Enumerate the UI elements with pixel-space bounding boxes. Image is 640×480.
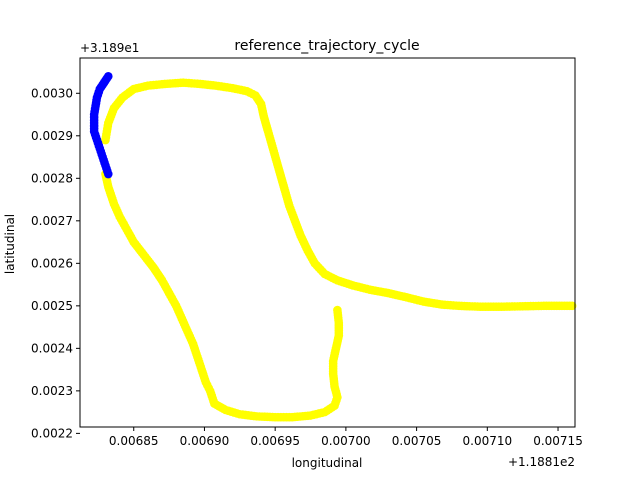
x-axis-label: longitudinal [292, 456, 363, 470]
x-tick-label: 0.00685 [109, 434, 159, 448]
y-axis-label: latitudinal [3, 214, 17, 274]
plot-area [89, 71, 577, 422]
series-1-point [567, 301, 577, 311]
y-tick-label: 0.0022 [31, 426, 73, 440]
x-offset-label: +1.1881e2 [508, 455, 575, 469]
chart-title: reference_trajectory_cycle [234, 38, 419, 54]
y-tick-label: 0.0026 [31, 256, 73, 270]
y-tick-label: 0.0030 [31, 86, 73, 100]
y-tick-label: 0.0029 [31, 129, 73, 143]
x-tick-label: 0.00695 [250, 434, 300, 448]
x-tick-label: 0.00700 [321, 434, 371, 448]
y-tick-label: 0.0028 [31, 171, 73, 185]
x-tick-label: 0.00715 [533, 434, 583, 448]
series-2-point [103, 71, 113, 81]
y-tick-label: 0.0023 [31, 384, 73, 398]
x-tick-label: 0.00690 [180, 434, 230, 448]
x-tick-label: 0.00705 [392, 434, 442, 448]
x-tick-label: 0.00710 [463, 434, 513, 448]
axes-frame [79, 57, 576, 428]
y-tick-label: 0.0024 [31, 341, 73, 355]
y-tick-label: 0.0025 [31, 299, 73, 313]
y-tick-label: 0.0027 [31, 214, 73, 228]
y-offset-label: +3.189e1 [80, 41, 139, 55]
series-1-point [333, 305, 342, 315]
